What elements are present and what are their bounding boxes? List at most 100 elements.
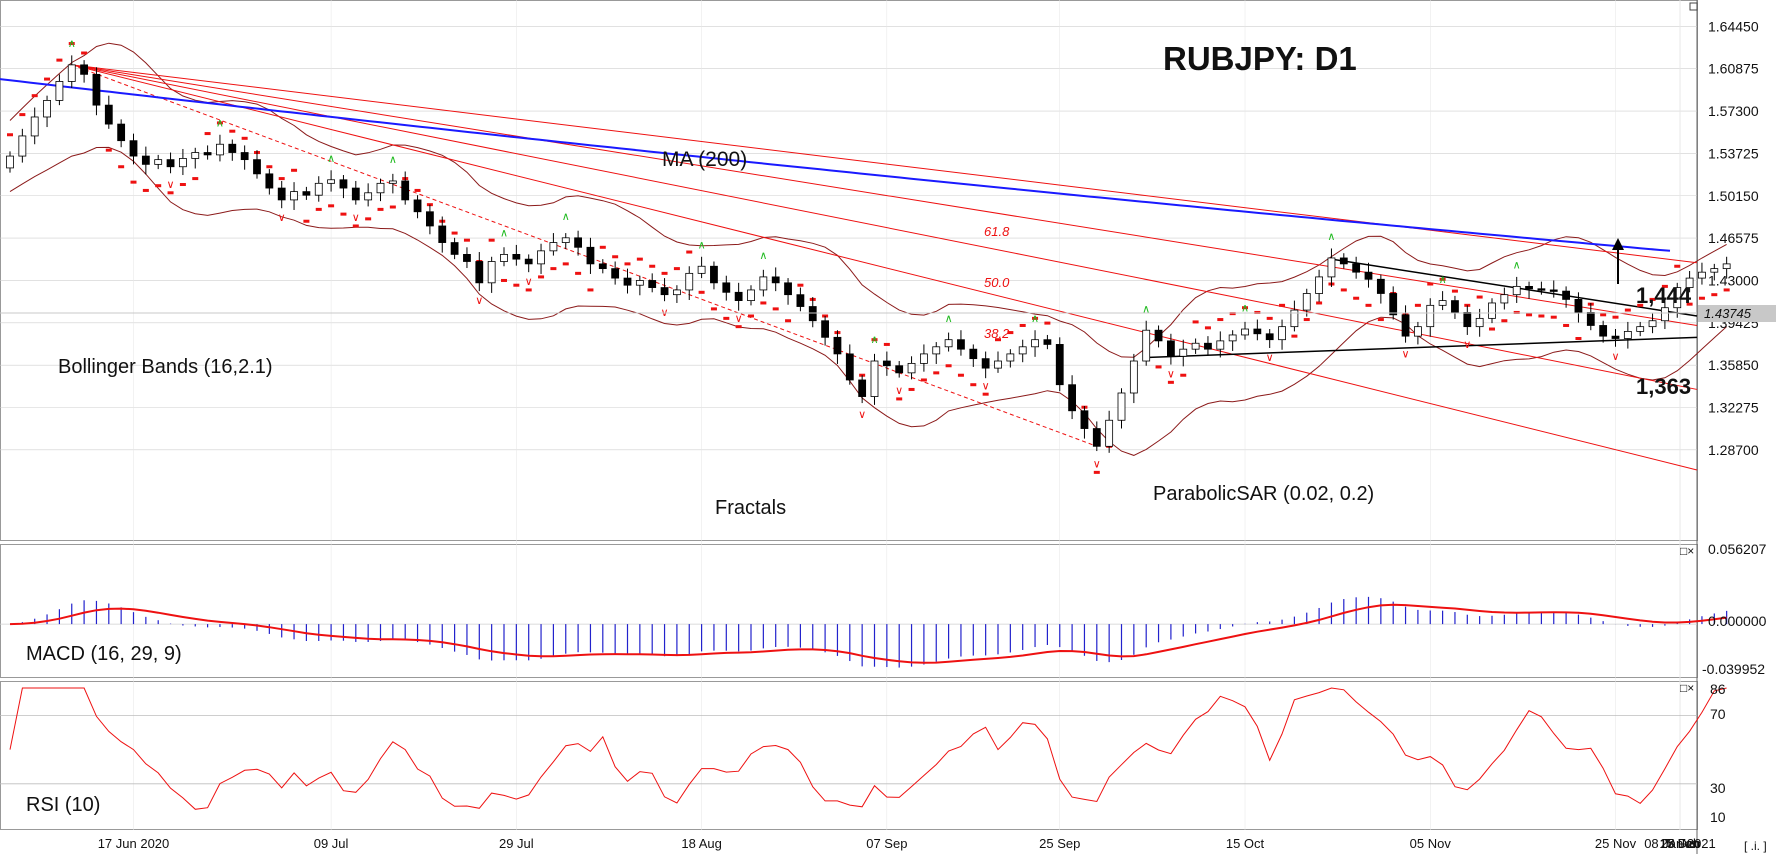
- grid-layer: [0, 0, 1697, 830]
- sar-dot: [340, 212, 347, 216]
- candle-down: [1574, 299, 1583, 313]
- rsi-series: [0, 687, 1727, 810]
- candle-up: [1636, 326, 1645, 332]
- candle-up: [673, 289, 681, 296]
- candle-down: [1401, 314, 1410, 337]
- sar-dot: [1093, 470, 1100, 474]
- candle-down: [265, 173, 274, 189]
- candle: [1043, 334, 1052, 350]
- sar-dot: [908, 387, 915, 391]
- price-panel-close-icon[interactable]: [1689, 2, 1698, 11]
- candle: [1611, 329, 1620, 347]
- candle-up: [178, 158, 187, 168]
- sar-dot: [1155, 365, 1162, 369]
- candle-down: [1154, 329, 1163, 342]
- fractal-down-icon: ∨: [1402, 347, 1410, 360]
- fib-618-label: 61.8: [984, 224, 1010, 239]
- time-tick-label: 08 Jan 2021: [1644, 836, 1716, 851]
- price-tick-label: 1.28700: [1708, 442, 1759, 458]
- corner-button[interactable]: [ .i. ]: [1744, 839, 1767, 853]
- level-high-label: 1,444: [1636, 283, 1692, 308]
- candle: [18, 128, 27, 163]
- sar-dot: [105, 148, 112, 152]
- candle: [1698, 262, 1706, 285]
- candle: [1673, 282, 1682, 318]
- candle: [1191, 338, 1200, 354]
- candle: [487, 256, 496, 293]
- candle: [611, 261, 620, 285]
- candle-up: [1685, 277, 1694, 288]
- candle-down: [129, 140, 138, 157]
- sar-dot: [933, 371, 940, 375]
- candle-down: [1451, 300, 1459, 313]
- candle: [55, 74, 64, 106]
- sar-dot: [1612, 315, 1619, 319]
- sar-dot: [538, 275, 545, 279]
- rsi-panel-controls[interactable]: □×: [1680, 681, 1694, 695]
- macd-panel-controls[interactable]: □×: [1680, 544, 1694, 558]
- candle: [1253, 319, 1262, 341]
- candle-down: [796, 294, 805, 307]
- sar-dot: [1044, 321, 1051, 325]
- candle-up: [549, 242, 558, 252]
- sar-dot: [599, 245, 606, 249]
- current-price-marker: [1698, 305, 1776, 322]
- candle: [6, 151, 14, 173]
- candle-down: [1611, 335, 1620, 339]
- candle-down: [1525, 285, 1533, 290]
- candle-up: [1438, 300, 1447, 306]
- candle-down: [302, 191, 311, 196]
- sar-dot: [649, 264, 656, 268]
- sar-dot: [488, 238, 495, 242]
- sar-dot: [698, 290, 705, 294]
- candle-down: [845, 353, 854, 381]
- sar-dot: [871, 338, 878, 342]
- candle: [1636, 321, 1645, 337]
- sar-dot: [1204, 326, 1211, 330]
- candle: [1142, 320, 1151, 366]
- candle-down: [969, 348, 978, 360]
- fib-500-label: 50.0: [984, 275, 1010, 290]
- sar-dot: [661, 271, 668, 275]
- candle: [1129, 353, 1138, 404]
- candle: [1031, 330, 1039, 357]
- candle-up: [1018, 346, 1027, 355]
- price-tick-label: 1.32275: [1708, 400, 1759, 416]
- candle: [574, 230, 582, 256]
- candle-down: [574, 237, 582, 248]
- bollinger-bands: [9, 42, 1727, 456]
- candle: [858, 375, 867, 404]
- sar-dot: [550, 267, 557, 271]
- fractal-up-icon: ∧: [500, 227, 508, 240]
- candle-down: [821, 320, 829, 338]
- ma-200-line: [0, 78, 1671, 252]
- sar-dot: [204, 132, 211, 136]
- sar-dot: [957, 373, 964, 377]
- candle: [870, 353, 879, 405]
- current-price-label: 1.43745: [1704, 306, 1752, 321]
- sar-dot: [501, 278, 507, 282]
- sar-dot: [1649, 297, 1656, 301]
- sar-dot: [315, 207, 322, 211]
- candle: [438, 216, 447, 253]
- candle: [660, 278, 669, 302]
- candle: [401, 171, 410, 205]
- candle: [1661, 298, 1669, 330]
- candles: [6, 55, 1731, 453]
- candle: [92, 67, 101, 116]
- price-tick-label: 1.57300: [1708, 103, 1759, 119]
- sar-dot: [1526, 313, 1533, 317]
- candle: [808, 297, 817, 328]
- candle: [1488, 298, 1496, 324]
- macd-zero-label: 0.000000: [1708, 613, 1767, 629]
- candle: [129, 133, 138, 165]
- candle-down: [648, 280, 657, 288]
- candle-up: [376, 182, 385, 194]
- fractal-down-icon: ∨: [858, 408, 866, 421]
- macd-bottom-label: -0.039952: [1702, 661, 1765, 677]
- candle: [697, 256, 706, 279]
- sar-dot: [414, 188, 421, 192]
- candle: [1092, 421, 1101, 452]
- candle-down: [438, 225, 447, 243]
- candle-down: [1253, 328, 1262, 335]
